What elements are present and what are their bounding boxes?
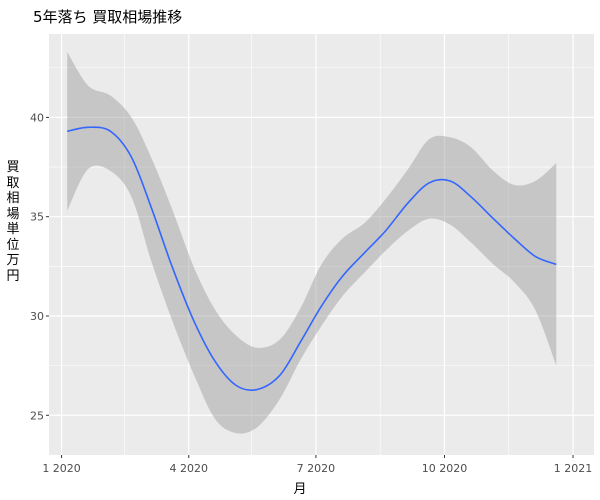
x-tick-label: 4 2020 bbox=[169, 462, 208, 475]
x-axis: 1 2020 4 2020 7 2020 10 2020 1 2021 bbox=[42, 455, 592, 475]
x-axis-title: 月 bbox=[293, 482, 307, 497]
chart-title: 5年落ち 買取相場推移 bbox=[33, 8, 183, 26]
x-tick-label: 1 2021 bbox=[554, 462, 593, 475]
trend-line bbox=[67, 126, 557, 391]
y-tick-label: 35 bbox=[30, 211, 44, 224]
y-tick-label: 25 bbox=[30, 409, 44, 422]
plot-panel bbox=[49, 34, 594, 455]
x-tick-label: 7 2020 bbox=[297, 462, 336, 475]
minor-gridlines bbox=[49, 34, 594, 455]
trend-line-layer bbox=[67, 126, 557, 391]
confidence-band-layer bbox=[67, 51, 557, 434]
y-tick-label: 40 bbox=[30, 111, 44, 124]
y-axis: 25 30 35 40 bbox=[30, 111, 49, 422]
x-tick-label: 1 2020 bbox=[42, 462, 81, 475]
major-gridlines bbox=[49, 34, 594, 455]
y-tick-label: 30 bbox=[30, 310, 44, 323]
confidence-band bbox=[67, 51, 557, 434]
x-tick-label: 10 2020 bbox=[422, 462, 468, 475]
